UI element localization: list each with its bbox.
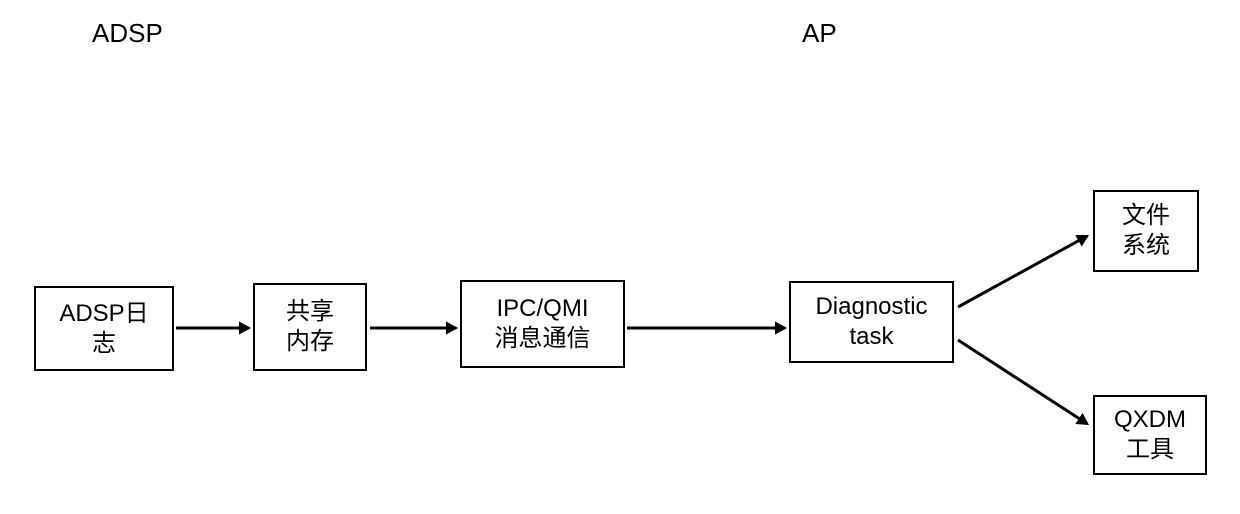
arrows-layer	[0, 0, 1240, 514]
arrow-diag_task-to-qxdm	[958, 340, 1087, 424]
arrowhead-icon	[239, 321, 251, 334]
arrowhead-icon	[446, 321, 458, 334]
arrowhead-icon	[775, 321, 787, 334]
arrow-diag_task-to-file_sys	[958, 236, 1087, 307]
